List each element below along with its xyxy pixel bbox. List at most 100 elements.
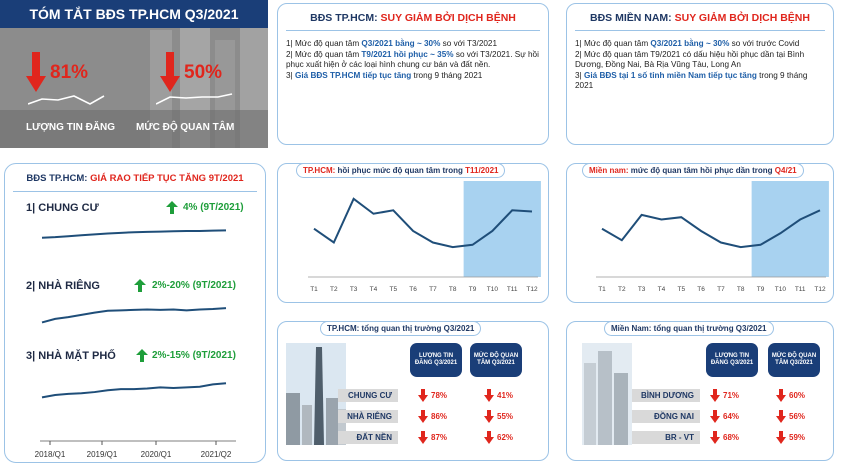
x-tick-label: T1 [598, 286, 606, 293]
hcm-col-interest-header: MỨC ĐỘ QUAN TÂM Q3/2021 [470, 343, 522, 377]
card-divider [575, 30, 825, 31]
table-row-label: NHÀ RIÊNG [338, 410, 398, 423]
x-tick-label: T7 [429, 286, 437, 293]
table-row-label: ĐỒNG NAI [632, 410, 700, 423]
down-arrow-icon [484, 410, 494, 423]
table-cell-value: 56% [789, 412, 806, 421]
x-tick-label: T8 [737, 286, 745, 293]
south-col-listing-header: LƯỢNG TIN ĐĂNG Q3/2021 [706, 343, 758, 377]
highlight-band [463, 181, 541, 277]
price-item-label: 2| NHÀ RIÊNG [26, 280, 100, 292]
x-tick-label: 2020/Q1 [141, 450, 172, 459]
x-tick-label: T6 [697, 286, 705, 293]
down-arrow-icon [484, 389, 494, 402]
price-panel-title: BĐS TP.HCM: GIÁ RAO TIẾP TỤC TĂNG 9T/202… [26, 173, 244, 184]
price-panel: BĐS TP.HCM: GIÁ RAO TIẾP TỤC TĂNG 9T/202… [4, 163, 266, 463]
down-arrow-icon [776, 431, 786, 444]
table-cell-value: 60% [789, 391, 806, 400]
up-arrow-icon [166, 201, 178, 214]
listing-label: LƯỢNG TIN ĐĂNG [26, 122, 116, 133]
south-col-interest-header: MỨC ĐỘ QUAN TÂM Q3/2021 [768, 343, 820, 377]
hcm-decline-card: BĐS TP.HCM: SUY GIẢM BỞI DỊCH BỆNH 1| Mứ… [277, 3, 549, 145]
list-item: 2| Mức độ quan tâm T9/2021 hồi phục ~ 35… [286, 49, 539, 70]
down-arrow-icon [484, 431, 494, 444]
list-item: 3| Giá BĐS TP.HCM tiếp tục tăng trong 9 … [286, 70, 483, 80]
x-tick-label: T10 [487, 286, 499, 293]
highlight-band [751, 181, 829, 277]
price-trend-chart: 2018/Q1 2019/Q1 2020/Q1 2021/Q2 [35, 229, 236, 459]
table-cell-value: 78% [431, 391, 448, 400]
x-tick-label: T3 [350, 286, 358, 293]
summary-title-bar [0, 0, 268, 28]
down-arrow-icon [710, 410, 720, 423]
interest-percent: 50% [184, 62, 223, 83]
table-cell-value: 62% [497, 433, 514, 442]
interest-label: MỨC ĐỘ QUAN TÂM [136, 122, 235, 133]
table-row-label: CHUNG CƯ [338, 389, 398, 402]
x-tick-label: T10 [775, 286, 787, 293]
x-tick-label: T11 [795, 286, 806, 293]
x-tick-label: T3 [638, 286, 646, 293]
x-tick-label: T4 [658, 286, 666, 293]
price-item-change: 2%-20% (9T/2021) [152, 280, 236, 291]
card-divider [286, 30, 540, 31]
price-item-change: 2%-15% (9T/2021) [152, 350, 236, 361]
down-arrow-icon [776, 410, 786, 423]
south-decline-title: BĐS MIỀN NAM: SUY GIẢM BỞI DỊCH BỆNH [590, 12, 810, 24]
summary-title: TÓM TẮT BĐS TP.HCM Q3/2021 [29, 6, 239, 22]
listing-sparkline [28, 95, 105, 105]
price-series-line [41, 229, 227, 239]
down-arrow-icon [418, 410, 428, 423]
down-arrow-icon [710, 431, 720, 444]
price-item-label: 3| NHÀ MẶT PHỐ [26, 350, 116, 362]
x-tick-label: T12 [814, 286, 826, 293]
x-tick-label: T7 [717, 286, 725, 293]
down-arrow-icon [418, 431, 428, 444]
south-interest-chart-title: Miền nam: mức độ quan tâm hồi phục dần t… [582, 163, 804, 178]
x-tick-label: T5 [677, 286, 685, 293]
price-item-label: 1| CHUNG CƯ [26, 202, 99, 214]
card-divider [13, 191, 257, 192]
x-tick-label: T2 [618, 286, 626, 293]
table-cell-value: 64% [723, 412, 740, 421]
south-overview-title: Miền Nam: tổng quan thị trường Q3/2021 [604, 321, 774, 336]
up-arrow-icon [136, 349, 148, 362]
listing-percent: 81% [50, 62, 89, 83]
table-row-label: BÌNH DƯƠNG [632, 389, 700, 402]
down-arrow-icon [418, 389, 428, 402]
hcm-interest-chart-title: TP.HCM: hồi phục mức độ quan tâm trong T… [296, 163, 506, 178]
table-cell-value: 87% [431, 433, 448, 442]
up-arrow-icon [134, 279, 146, 292]
list-item: 3| Giá BĐS tại 1 số tỉnh miền Nam tiếp t… [575, 70, 808, 91]
x-tick-label: 2019/Q1 [87, 450, 118, 459]
city-buildings-image [582, 343, 632, 445]
series-line [313, 197, 533, 249]
south-decline-list: 1| Mức độ quan tâm Q3/2021 bằng ~ 30% so… [575, 39, 825, 92]
down-arrow-icon [776, 389, 786, 402]
interest-sparkline [156, 93, 233, 105]
price-item-change: 4% (9T/2021) [183, 202, 244, 213]
city-tower-image [286, 343, 346, 445]
list-item: 1| Mức độ quan tâm Q3/2021 bằng ~ 30% so… [286, 39, 498, 48]
list-item: 2| Mức độ quan tâm T9/2021 có dấu hiệu h… [575, 49, 805, 70]
hcm-interest-chart: T1 T2 T3 T4 T5 T6 T7 T8 T9 T10 T11 T12 [308, 181, 541, 293]
price-series-line [41, 307, 227, 324]
listing-down-arrow-icon [26, 52, 46, 92]
hcm-decline-title: BĐS TP.HCM: SUY GIẢM BỞI DỊCH BỆNH [310, 12, 516, 24]
x-tick-label: T8 [449, 286, 457, 293]
south-interest-chart: T1 T2 T3 T4 T5 T6 T7 T8 T9 T10 T11 T12 [596, 181, 829, 293]
table-cell-value: 71% [723, 391, 740, 400]
summary-panel: TÓM TẮT BĐS TP.HCM Q3/2021 81% LƯỢNG TIN… [0, 0, 268, 148]
price-series-line [41, 382, 227, 399]
table-cell-value: 86% [431, 412, 448, 421]
x-tick-label: T5 [389, 286, 397, 293]
x-tick-label: T11 [507, 286, 518, 293]
x-tick-label: T9 [469, 286, 477, 293]
table-row-label: ĐẤT NỀN [338, 431, 398, 444]
x-tick-label: 2021/Q2 [201, 450, 232, 459]
table-cell-value: 41% [497, 391, 514, 400]
list-item: 1| Mức độ quan tâm Q3/2021 bằng ~ 30% so… [575, 39, 800, 48]
x-tick-label: T4 [370, 286, 378, 293]
table-row-label: BR - VT [632, 431, 700, 444]
south-decline-card: BĐS MIỀN NAM: SUY GIẢM BỞI DỊCH BỆNH 1| … [566, 3, 834, 145]
